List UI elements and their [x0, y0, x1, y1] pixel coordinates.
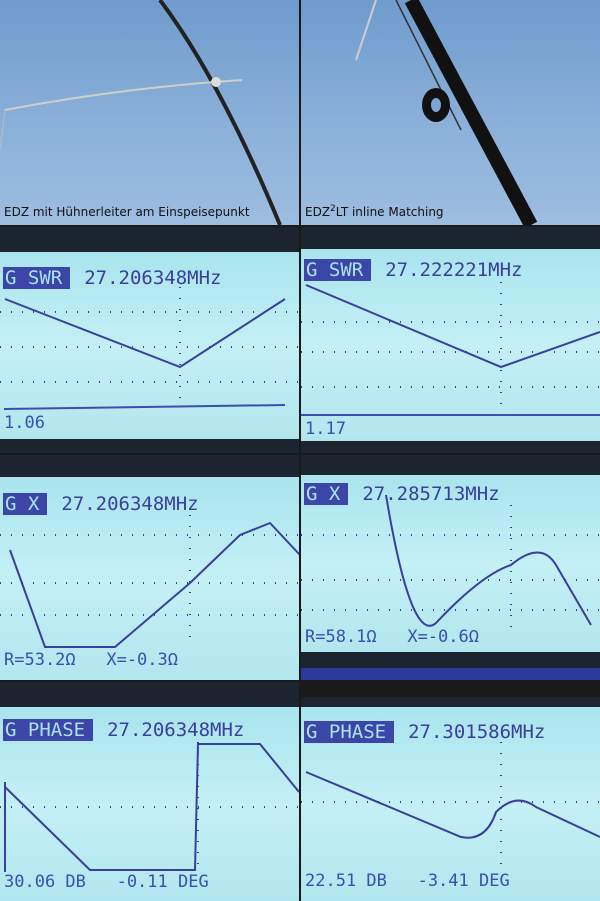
phase-screen-left: G PHASE 27.206348MHz 30.06 DB -0.11 DEG: [0, 682, 299, 901]
caption-superscript: 2: [330, 204, 336, 214]
frequency-readout: 27.206348MHz: [61, 493, 199, 515]
phase-trace: [301, 742, 600, 867]
mode-label: G PHASE: [304, 721, 395, 743]
swr-screen-left: G SWR 27.206348MHz 1.06: [0, 227, 299, 453]
phase-trace: [0, 742, 299, 872]
screen-header: G X 27.206348MHz: [3, 493, 199, 515]
photo-caption: EDZ mit Hühnerleiter am Einspeisepunkt: [4, 205, 250, 219]
mode-label: G SWR: [304, 259, 372, 281]
frequency-readout: 27.301586MHz: [408, 721, 546, 743]
antenna-illustration: [355, 0, 538, 225]
photo-caption: EDZ2LT inline Matching: [305, 204, 444, 219]
frequency-readout: 27.206348MHz: [107, 719, 245, 741]
impedance-readout: R=58.1Ω X=-0.6Ω: [305, 627, 479, 647]
mode-label: G X: [304, 483, 349, 505]
mode-label: G SWR: [3, 267, 71, 289]
caption-part: LT inline Matching: [335, 205, 444, 219]
phase-readout: 22.51 DB -3.41 DEG: [305, 871, 510, 891]
swr-trace: [301, 282, 600, 416]
screen-header: G PHASE 27.301586MHz: [304, 721, 545, 743]
photo-edz-ladder-line: EDZ mit Hühnerleiter am Einspeisepunkt: [0, 0, 299, 225]
screen-header: G SWR 27.206348MHz: [3, 267, 221, 289]
frequency-readout: 27.222221MHz: [385, 259, 523, 281]
phase-readout: 30.06 DB -0.11 DEG: [4, 872, 209, 892]
phase-screen-right: G PHASE 27.301586MHz 22.51 DB -3.41 DEG: [301, 697, 600, 901]
mode-label: G X: [3, 493, 48, 515]
frequency-readout: 27.206348MHz: [84, 267, 222, 289]
screen-header: G PHASE 27.206348MHz: [3, 719, 244, 741]
frequency-readout: 27.285713MHz: [362, 483, 500, 505]
reactance-trace: [0, 515, 299, 648]
caption-part: EDZ: [305, 205, 331, 219]
reactance-screen-right: G X 27.285713MHz R=58.1Ω X=-0.6Ω: [301, 455, 600, 680]
photo-edz2lt-matching: EDZ2LT inline Matching: [301, 0, 600, 225]
swr-screen-right: G SWR 27.222221MHz 1.17: [301, 227, 600, 453]
swr-readout: 1.06: [4, 413, 45, 433]
reactance-screen-left: G X 27.206348MHz R=53.2Ω X=-0.3Ω: [0, 455, 299, 680]
antenna-illustration: [0, 0, 282, 225]
mode-label: G PHASE: [3, 719, 94, 741]
swr-trace: [0, 287, 299, 410]
reactance-trace: [301, 494, 600, 635]
impedance-readout: R=53.2Ω X=-0.3Ω: [4, 650, 178, 670]
screen-header: G SWR 27.222221MHz: [304, 259, 522, 281]
screen-header: G X 27.285713MHz: [304, 483, 500, 505]
swr-readout: 1.17: [305, 419, 346, 439]
